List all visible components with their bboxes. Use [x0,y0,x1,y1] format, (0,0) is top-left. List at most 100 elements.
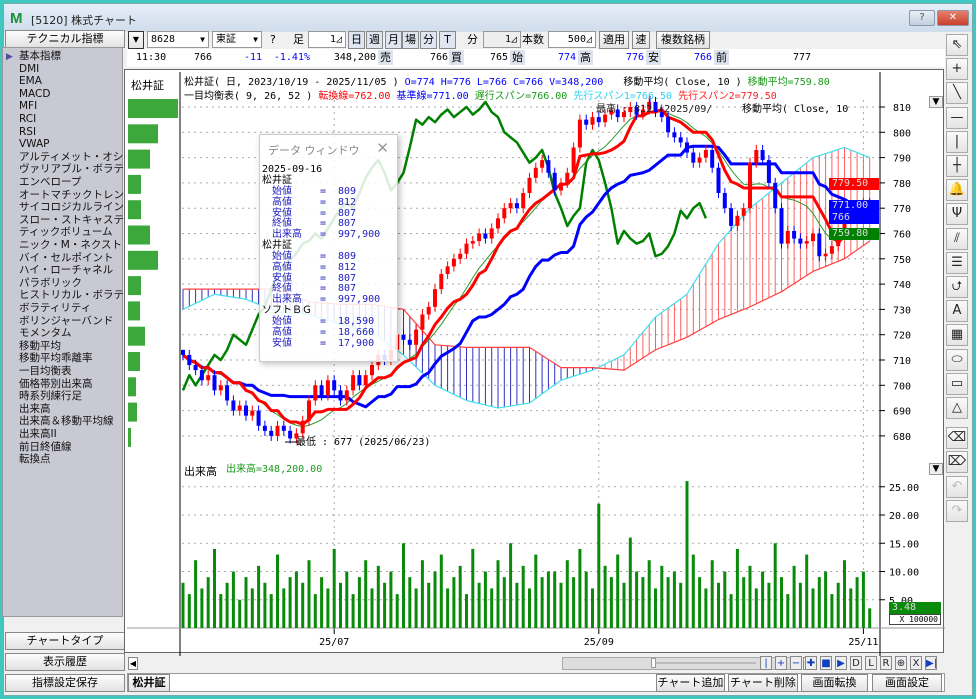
ashi-spinner[interactable]: 1◿ [308,31,346,48]
save-indicator-settings-button[interactable]: 指標設定保存 [5,674,125,692]
pitchfork-icon[interactable]: Ψ [946,203,968,226]
chart-tab-matsui[interactable]: 松井証 [128,674,170,692]
indicator-item[interactable]: 移動平均 [19,339,61,352]
nav-button-9[interactable]: ⊕ [895,656,907,670]
cursor-icon[interactable]: ⇖ [946,34,968,56]
nav-button-0[interactable]: |◀ [760,656,772,682]
eraser-all-icon[interactable]: ⌦ [946,451,968,474]
indicator-item[interactable]: EMA [19,75,42,88]
hline-icon[interactable]: — [946,106,968,129]
undo-icon[interactable]: ↶ [946,475,968,498]
indicator-item[interactable]: DMI [19,62,40,75]
price-pane-menu-icon[interactable]: ▼ [929,96,943,108]
delete-chart-button[interactable]: チャート削除 [728,674,798,692]
help-link[interactable]: ? [270,33,276,46]
indicator-item[interactable]: パラボリック [19,276,82,289]
nav-button-10[interactable]: X [910,656,922,670]
data-window-close-icon[interactable]: ✕ [376,139,389,157]
period-button-5[interactable]: T [439,31,456,49]
nav-button-1[interactable]: + [775,656,787,670]
indicator-item[interactable]: MFI [19,100,38,113]
indicator-item[interactable]: 出来高＆移動平均線 [19,415,114,428]
indicator-item[interactable]: RSI [19,125,37,138]
indicator-item[interactable]: モメンタム [19,327,72,340]
indicator-item[interactable]: ヴァリアブル・ボラティリティ [19,163,123,176]
speed-button[interactable]: 速 [632,31,650,49]
volume-pane-menu-icon[interactable]: ▼ [929,463,943,475]
add-chart-button[interactable]: チャート追加 [656,674,725,692]
nav-button-4[interactable]: ■ [820,656,832,670]
multi-stock-button[interactable]: 複数銘柄 [656,31,710,49]
indicator-item[interactable]: ボラティリティ [19,302,92,314]
indicator-item[interactable]: 一目均衡表 [19,365,72,377]
table-icon[interactable]: ▦ [946,324,968,347]
nav-button-2[interactable]: − [790,656,802,670]
indicator-item[interactable]: 転換点 [19,453,51,466]
scroll-left-arrow-icon[interactable]: ◀ [128,657,138,670]
screen-settings-button[interactable]: 画面設定 [872,674,942,692]
market-select[interactable]: 東証 ▼ [212,31,262,48]
redo-icon[interactable]: ↷ [946,499,968,522]
horizontal-scrollbar[interactable]: ◀ ▶ [127,656,945,671]
nav-button-11[interactable]: ▶| [925,656,938,670]
bars-spinner[interactable]: 500◿ [548,31,596,48]
indicator-item[interactable]: バイ・セルポイント [19,251,114,264]
price-chart[interactable]: 810 800 790 780 770 760 750 740 730 720 710 700 690 6… [127,72,945,656]
zoom-slider-handle[interactable] [651,658,656,668]
ellipse-icon[interactable]: ⬭ [946,348,968,371]
indicator-item[interactable]: エンベロープ [19,176,82,188]
period-button-2[interactable]: 月 [385,31,402,49]
indicator-list[interactable]: ▶ 基本指標DMIEMAMACDMFIRCIRSIVWAPアルティメット・オシレ… [2,47,123,617]
crosshair-icon[interactable]: + [946,58,968,81]
indicator-item[interactable]: スロー・ストキャスティクス [19,213,123,226]
indicator-item[interactable]: ニック・M・ネクスト・ムーブ [19,239,123,251]
period-button-4[interactable]: 分 [420,31,437,49]
close-button[interactable]: ✕ [937,10,969,26]
indicator-item[interactable]: 出来高 [19,402,51,415]
indicator-item[interactable]: 基本指標 [19,50,61,62]
period-button-1[interactable]: 週 [366,31,383,49]
minute-spinner[interactable]: 1◿ [483,31,521,48]
triangle-icon[interactable]: △ [946,397,968,419]
technical-indicator-button[interactable]: テクニカル指標 [5,30,125,48]
text-icon[interactable]: A [946,300,968,323]
eraser-icon[interactable]: ⌫ [946,427,968,450]
stock-code-select[interactable]: 8628 ▼ [147,31,209,48]
chart-type-button[interactable]: チャートタイプ [5,632,125,650]
indicator-item[interactable]: アルティメット・オシレーター [19,150,123,163]
indicator-item[interactable]: ボリンジャーバンド [19,314,114,327]
indicator-item[interactable]: ヒストリカル・ボラティリティ [19,289,123,302]
nav-button-8[interactable]: R [880,656,892,670]
indicator-item[interactable]: 時系列練行足 [19,390,82,403]
fan-icon[interactable]: ⫽ [946,227,968,250]
indicator-item[interactable]: 価格帯別出来高 [19,377,93,390]
indicator-item[interactable]: VWAP [19,138,50,151]
cycle-icon[interactable]: ⮍ [946,276,968,298]
period-button-0[interactable]: 日 [348,31,365,49]
indicator-item[interactable]: オートマチックトレンドライン [19,188,123,201]
nav-button-6[interactable]: D [850,656,862,670]
retracement-icon[interactable]: ☰ [946,251,968,274]
apply-button[interactable]: 適用 [599,31,629,49]
nav-button-5[interactable]: ▶ [835,656,847,670]
rectangle-icon[interactable]: ▭ [946,372,968,395]
data-window[interactable]: データ ウィンドウ ✕ 2025-09-16 松井証 始値 = 809 高値 = 812 安値 =… [259,134,398,362]
help-button[interactable]: ? [909,10,935,26]
indicator-item[interactable]: 移動平均乖離率 [19,352,93,365]
indicator-item[interactable]: 前日終値線 [19,440,72,453]
period-button-3[interactable]: 場 [402,31,419,49]
indicator-item[interactable]: サイコロジカルライン [19,201,123,214]
nav-button-3[interactable]: ✚ [805,656,817,670]
indicator-item[interactable]: 出来高II [19,428,57,440]
indicator-item[interactable]: MACD [19,87,51,100]
trendline-icon[interactable]: ╲ [946,82,968,105]
indicator-item[interactable]: ハイ・ローチャネル [19,264,114,277]
alert-bell-icon[interactable]: 🔔 [946,179,968,202]
menu-dropdown-button[interactable]: ▼ [128,31,144,49]
cross-point-icon[interactable]: ┼ [946,155,968,177]
screen-swap-button[interactable]: 画面転換 [801,674,868,692]
indicator-item[interactable]: RCI [19,113,37,125]
zoom-slider[interactable] [651,662,756,664]
nav-button-7[interactable]: L [865,656,877,670]
display-history-button[interactable]: 表示履歴 [5,653,125,671]
